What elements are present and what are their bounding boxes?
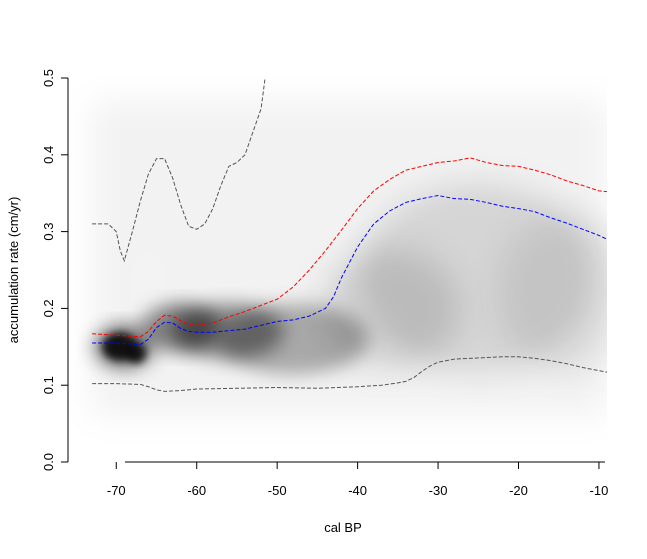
x-tick-label: -40	[348, 483, 367, 498]
series-line-lower-bound	[92, 356, 607, 392]
series-layer	[92, 78, 607, 392]
density-blob	[132, 248, 165, 369]
y-tick-label: 0.0	[41, 453, 56, 471]
y-tick-label: 0.2	[41, 299, 56, 317]
density-shading	[92, 101, 607, 416]
y-axis-ticks: 0.0 0.1 0.2 0.3 0.4 0.5	[41, 69, 68, 471]
x-axis-ticks: -70 -60 -50 -40 -30 -20 -10	[107, 462, 608, 498]
y-axis-title: accumulation rate (cm/yr)	[6, 197, 21, 344]
x-tick-label: -70	[107, 483, 126, 498]
x-tick-label: -50	[268, 483, 287, 498]
y-tick-label: 0.5	[41, 69, 56, 87]
series-line-median	[92, 194, 607, 346]
x-tick-label: -60	[187, 483, 206, 498]
y-tick-label: 0.3	[41, 223, 56, 241]
x-tick-label: -10	[590, 483, 609, 498]
series-line-mean	[92, 157, 607, 338]
series-line-upper-bound	[92, 78, 266, 263]
density-blob	[496, 213, 607, 374]
y-tick-label: 0.4	[41, 146, 56, 164]
y-tick-label: 0.1	[41, 376, 56, 394]
x-tick-label: -20	[509, 483, 528, 498]
x-axis-title: cal BP	[324, 520, 362, 535]
x-tick-label: -30	[429, 483, 448, 498]
